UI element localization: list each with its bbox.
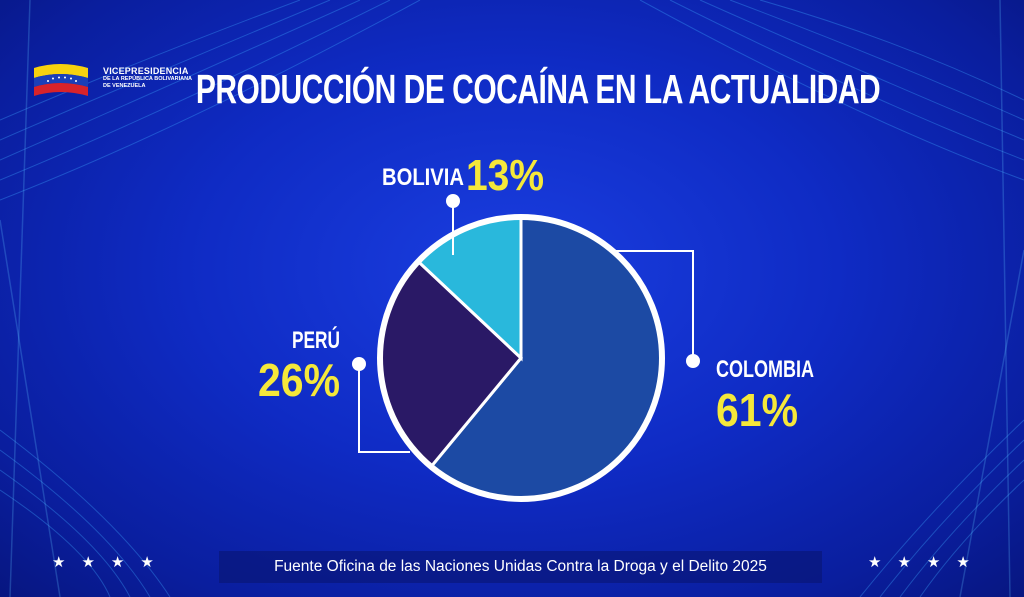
leader-dot-peru bbox=[352, 357, 366, 371]
slice-label-colombia: COLOMBIA bbox=[716, 356, 814, 383]
leader-line-colombia bbox=[615, 250, 694, 361]
leader-dot-colombia bbox=[686, 354, 700, 368]
org-subtitle-line2: DE VENEZUELA bbox=[103, 82, 146, 89]
stars-left: ★★★★ bbox=[52, 553, 170, 571]
leader-dot-bolivia bbox=[446, 194, 460, 208]
slice-label-bolivia: BOLIVIA bbox=[382, 164, 464, 191]
page-title: PRODUCCIÓN DE COCAÍNA EN LA ACTUALIDAD bbox=[195, 68, 881, 113]
slice-label-peru: PERÚ bbox=[292, 326, 340, 354]
slice-value-peru: 26% bbox=[258, 354, 340, 406]
footer-background bbox=[219, 551, 822, 583]
venezuela-flag-icon bbox=[34, 64, 88, 96]
org-title: VICEPRESIDENCIA bbox=[103, 66, 189, 76]
pie-border bbox=[377, 214, 665, 502]
stars-right: ★★★★ bbox=[868, 553, 986, 571]
org-subtitle-line1: DE LA REPÚBLICA BOLIVARIANA bbox=[103, 76, 193, 83]
leader-line-peru bbox=[358, 364, 410, 453]
source-note: Fuente Oficina de las Naciones Unidas Co… bbox=[274, 558, 767, 575]
vicepresidencia-logo: VICEPRESIDENCIA DE LA REPÚBLICA BOLIVARI… bbox=[30, 60, 230, 104]
slice-value-colombia: 61% bbox=[716, 384, 798, 436]
slice-value-bolivia: 13% bbox=[466, 151, 544, 200]
